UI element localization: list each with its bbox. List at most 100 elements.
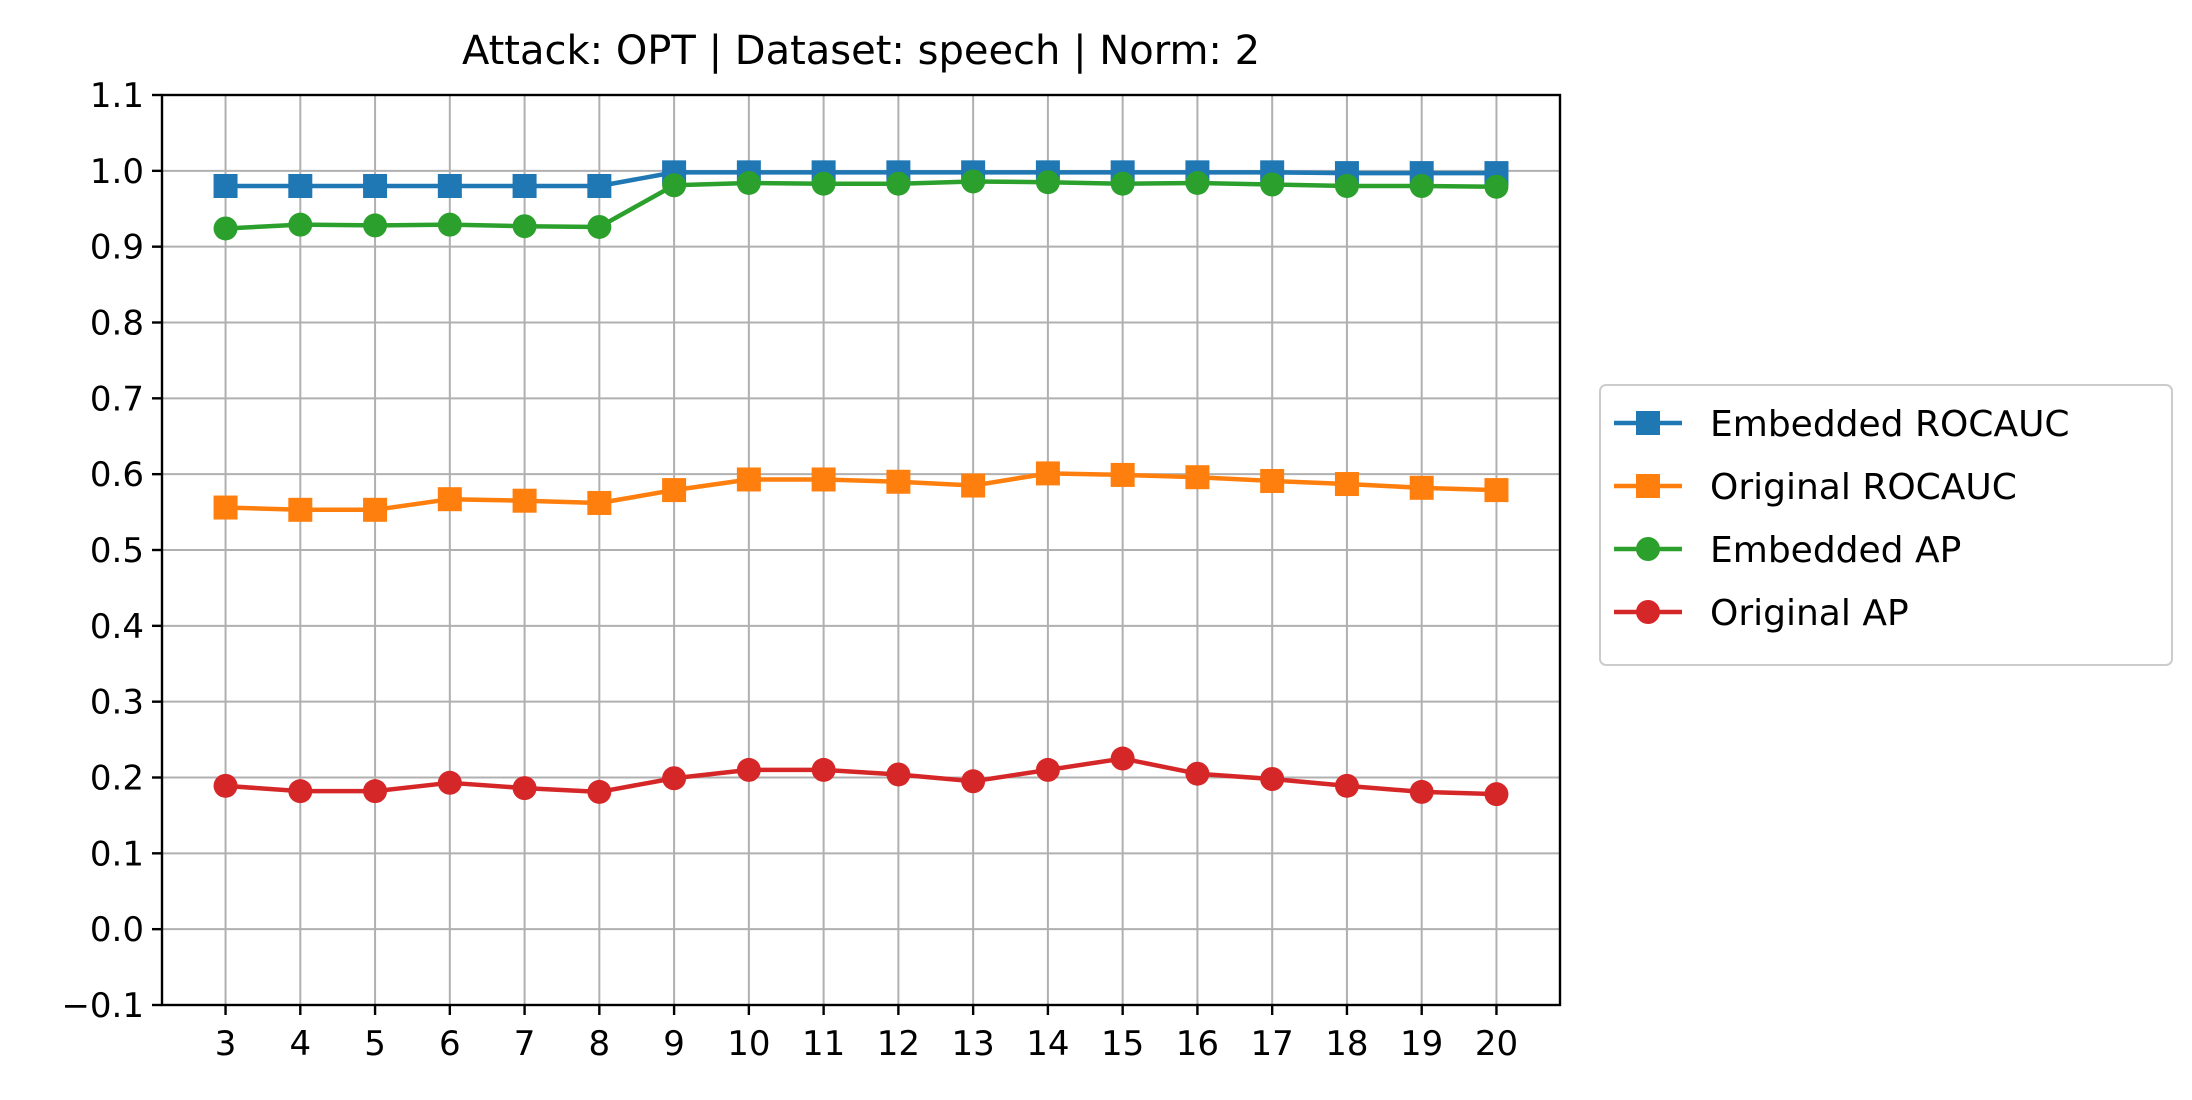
series-line bbox=[225, 471, 1497, 513]
legend-swatch-marker bbox=[1636, 474, 1660, 498]
x-tick-label: 3 bbox=[215, 1024, 237, 1064]
data-point bbox=[811, 757, 836, 782]
x-tick-label: 17 bbox=[1251, 1024, 1294, 1064]
data-point bbox=[1409, 174, 1434, 198]
data-point bbox=[437, 487, 462, 512]
data-point bbox=[662, 766, 687, 791]
data-point bbox=[512, 488, 537, 513]
y-tick-label: 0.6 bbox=[90, 455, 144, 495]
data-point bbox=[1185, 170, 1210, 195]
data-point bbox=[1334, 773, 1359, 798]
data-point bbox=[363, 174, 388, 198]
data-point bbox=[288, 212, 313, 237]
legend-swatch-marker bbox=[1636, 600, 1660, 624]
x-tick-label: 13 bbox=[952, 1024, 995, 1064]
x-tick-label: 6 bbox=[439, 1024, 461, 1064]
data-point bbox=[1185, 761, 1210, 786]
data-point bbox=[213, 216, 238, 241]
data-point bbox=[1260, 468, 1285, 493]
series-line bbox=[225, 170, 1497, 189]
data-point bbox=[886, 469, 911, 494]
data-point bbox=[1260, 172, 1285, 197]
data-point bbox=[363, 497, 388, 522]
data-point bbox=[587, 779, 612, 804]
data-point bbox=[1185, 465, 1210, 490]
data-point bbox=[662, 173, 687, 198]
y-tick-label: 0.4 bbox=[90, 607, 144, 647]
data-point bbox=[363, 213, 388, 238]
data-point bbox=[1110, 171, 1135, 196]
data-point bbox=[437, 770, 462, 795]
data-point bbox=[1484, 478, 1509, 503]
x-tick-label: 8 bbox=[589, 1024, 611, 1064]
data-point bbox=[1484, 174, 1509, 199]
y-tick-label: −0.1 bbox=[61, 986, 144, 1026]
data-point bbox=[213, 773, 238, 798]
y-tick-label: 0.2 bbox=[90, 759, 144, 799]
data-point bbox=[587, 490, 612, 515]
data-point bbox=[512, 214, 537, 239]
x-tick-label: 16 bbox=[1176, 1024, 1219, 1064]
legend: Embedded ROCAUC Original ROCAUC Embedded A… bbox=[1599, 384, 2173, 666]
series-embedded-rocauc bbox=[213, 160, 1509, 198]
y-tick-label: 0.5 bbox=[90, 531, 144, 571]
data-point bbox=[811, 467, 836, 492]
data-point bbox=[213, 174, 238, 198]
series-embedded-ap bbox=[213, 169, 1509, 241]
data-point bbox=[886, 762, 911, 787]
legend-swatch-marker bbox=[1636, 537, 1660, 561]
data-point bbox=[1334, 174, 1359, 198]
x-tick-label: 7 bbox=[514, 1024, 536, 1064]
y-tick-label: 0.9 bbox=[90, 228, 144, 268]
data-point bbox=[961, 169, 986, 194]
data-point bbox=[736, 170, 761, 195]
legend-label: Embedded ROCAUC bbox=[1710, 404, 2070, 445]
data-point bbox=[587, 174, 612, 198]
data-point bbox=[363, 779, 388, 804]
data-point bbox=[1409, 779, 1434, 804]
data-point bbox=[288, 497, 313, 522]
legend-swatch-marker bbox=[1636, 411, 1660, 435]
x-tick-label: 20 bbox=[1475, 1024, 1518, 1064]
y-tick-label: 1.0 bbox=[90, 152, 144, 192]
data-point bbox=[1035, 170, 1060, 195]
data-point bbox=[1035, 461, 1060, 486]
data-point bbox=[736, 757, 761, 782]
y-tick-label: 0.1 bbox=[90, 834, 144, 874]
data-point bbox=[1260, 767, 1285, 792]
y-tick-label: 1.1 bbox=[90, 76, 144, 116]
data-point bbox=[437, 174, 462, 198]
data-point bbox=[1334, 472, 1359, 497]
x-tick-label: 14 bbox=[1026, 1024, 1069, 1064]
legend-label: Embedded AP bbox=[1710, 530, 1961, 571]
series-line bbox=[225, 756, 1497, 797]
x-tick-label: 9 bbox=[663, 1024, 685, 1064]
data-point bbox=[288, 174, 313, 198]
y-axis-ticks: −0.1 0.0 0.1 0.2 0.3 0.4 0.5 0.6 0.7 0.8 0.9 1.0 1.1 bbox=[61, 76, 162, 1026]
x-tick-label: 19 bbox=[1400, 1024, 1443, 1064]
series-line bbox=[225, 179, 1497, 231]
y-tick-label: 0.3 bbox=[90, 683, 144, 723]
data-point bbox=[1409, 475, 1434, 500]
x-axis-ticks: 3 4 5 6 7 8 9 10 11 12 13 14 15 16 17 18 19 20 bbox=[215, 1005, 1518, 1064]
data-point bbox=[811, 171, 836, 196]
data-point bbox=[1110, 746, 1135, 771]
data-point bbox=[1110, 462, 1135, 487]
series-original-rocauc bbox=[213, 461, 1509, 522]
legend-label: Original ROCAUC bbox=[1710, 467, 2017, 508]
data-point bbox=[1484, 782, 1509, 807]
y-tick-label: 0.7 bbox=[90, 379, 144, 419]
series-layer bbox=[213, 160, 1509, 807]
data-point bbox=[512, 174, 537, 198]
data-point bbox=[736, 467, 761, 492]
legend-box bbox=[1599, 384, 2173, 666]
legend-label: Original AP bbox=[1710, 593, 1909, 634]
x-tick-label: 12 bbox=[877, 1024, 920, 1064]
data-point bbox=[662, 478, 687, 503]
chart-title: Attack: OPT | Dataset: speech | Norm: 2 bbox=[462, 28, 1260, 74]
data-point bbox=[587, 214, 612, 239]
data-point bbox=[961, 473, 986, 498]
data-point bbox=[512, 776, 537, 801]
series-original-ap bbox=[213, 746, 1509, 807]
